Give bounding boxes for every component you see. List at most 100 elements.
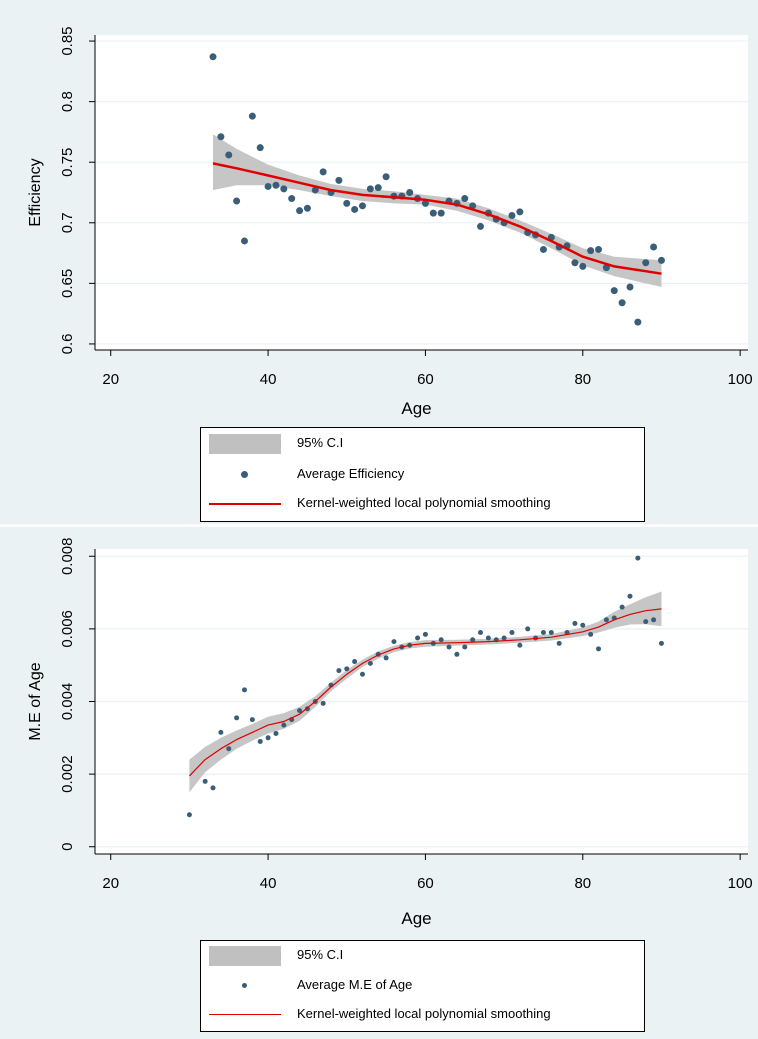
y-tick-label: 0.8 <box>59 91 76 112</box>
data-point <box>548 630 554 636</box>
y-axis-label: Efficiency <box>27 158 44 226</box>
confidence-band <box>213 134 662 287</box>
point-marker-icon <box>209 974 281 996</box>
data-point <box>596 646 602 652</box>
data-point <box>485 635 491 641</box>
data-point <box>186 812 192 818</box>
data-point <box>642 259 650 267</box>
data-point <box>352 659 358 665</box>
data-point <box>437 209 445 217</box>
data-point <box>272 181 280 189</box>
x-tick-label: 40 <box>260 371 277 388</box>
data-point <box>336 668 342 674</box>
x-tick-label: 80 <box>574 371 591 388</box>
x-tick-label: 20 <box>102 875 119 892</box>
data-point <box>429 209 437 217</box>
data-point <box>297 708 303 714</box>
data-point <box>225 151 233 159</box>
data-point <box>610 287 618 295</box>
data-point <box>374 184 382 192</box>
data-point <box>233 197 241 205</box>
legend-label-ci: 95% C.I <box>297 435 344 450</box>
x-tick-label: 60 <box>417 875 434 892</box>
data-point <box>319 168 327 176</box>
data-point <box>658 640 664 646</box>
data-point <box>501 635 507 641</box>
data-point <box>421 199 429 207</box>
data-point <box>635 555 641 561</box>
data-point <box>587 247 595 255</box>
data-point <box>571 259 579 267</box>
legend-label-points: Average M.E of Age <box>297 977 413 992</box>
efficiency-legend: 95% C.I Average Efficiency Kernel-weight… <box>200 427 645 522</box>
data-point <box>280 185 288 193</box>
data-point <box>588 631 594 637</box>
y-tick-label: 0.85 <box>59 26 76 55</box>
ci-swatch-icon <box>209 432 281 454</box>
data-point <box>202 778 208 784</box>
data-point <box>288 195 296 203</box>
data-point <box>383 655 389 661</box>
data-point <box>209 53 217 61</box>
data-point <box>454 651 460 657</box>
data-point <box>240 237 248 245</box>
data-point <box>517 642 523 648</box>
data-point <box>539 245 547 253</box>
data-point <box>540 630 546 636</box>
data-point <box>619 604 625 610</box>
legend-row-ci: 95% C.I <box>201 944 644 968</box>
data-point <box>461 195 469 203</box>
data-point <box>595 245 603 253</box>
data-point <box>366 185 374 193</box>
efficiency-chart-panel: 0.6 0.65 0.7 0.75 0.8 0.85 20 40 60 80 100 Age Effic… <box>27 26 753 522</box>
data-point <box>320 700 326 706</box>
data-point <box>264 182 272 190</box>
y-tick-label: 0.006 <box>59 610 76 648</box>
smoothing-line <box>212 162 662 275</box>
ci-swatch-icon <box>209 944 281 966</box>
data-point <box>580 622 586 628</box>
data-point <box>248 112 256 120</box>
data-point <box>556 640 562 646</box>
data-point <box>351 205 359 213</box>
data-point <box>296 207 304 215</box>
data-point <box>634 318 642 326</box>
legend-label-line: Kernel-weighted local polynomial smoothi… <box>297 495 551 510</box>
data-point <box>478 630 484 636</box>
x-axis-label: Age <box>401 399 431 418</box>
x-tick-label: 100 <box>728 371 753 388</box>
x-tick-label: 100 <box>728 875 753 892</box>
data-point <box>462 644 468 650</box>
point-marker-icon <box>209 463 281 485</box>
data-point <box>234 715 240 721</box>
legend-row-ci: 95% C.I <box>201 432 644 456</box>
smoothing-line <box>188 608 662 777</box>
data-point <box>344 666 350 672</box>
line-swatch-icon <box>209 492 281 514</box>
data-point <box>218 729 224 735</box>
legend-row-line: Kernel-weighted local polynomial smoothi… <box>201 1003 644 1027</box>
data-point <box>358 202 366 210</box>
data-point <box>627 593 633 599</box>
plot-area <box>95 35 748 350</box>
marginal-effect-chart-panel: 0 0.002 0.004 0.006 0.008 20 40 60 80 100 Age M.E o… <box>0 527 758 1034</box>
marginal-effect-legend: 95% C.I Average M.E of Age Kernel-weight… <box>200 940 645 1032</box>
data-point <box>343 199 351 207</box>
data-point <box>477 222 485 230</box>
data-point <box>422 631 428 637</box>
data-point <box>273 730 279 736</box>
x-axis-label: Age <box>401 909 431 928</box>
panel-divider <box>0 524 758 527</box>
legend-label-points: Average Efficiency <box>297 466 405 481</box>
data-point <box>382 173 390 181</box>
data-point <box>469 202 477 210</box>
y-tick-label: 0.75 <box>59 148 76 177</box>
data-point <box>406 189 414 196</box>
legend-label-line: Kernel-weighted local polynomial smoothi… <box>297 1006 551 1021</box>
data-point <box>226 746 232 752</box>
y-tick-label: 0.6 <box>59 334 76 355</box>
data-point <box>650 243 658 251</box>
data-point <box>359 671 365 677</box>
y-tick-label: 0.7 <box>59 212 76 233</box>
x-tick-label: 60 <box>417 371 434 388</box>
